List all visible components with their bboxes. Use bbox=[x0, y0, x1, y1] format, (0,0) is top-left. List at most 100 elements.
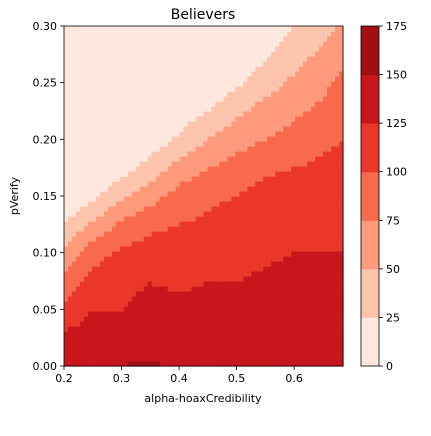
contour-cell bbox=[323, 176, 328, 182]
contour-cell bbox=[168, 276, 173, 282]
contour-cell bbox=[104, 121, 109, 127]
contour-cell bbox=[299, 61, 304, 67]
contour-cell bbox=[251, 321, 256, 327]
contour-cell bbox=[200, 331, 205, 337]
contour-cell bbox=[92, 201, 97, 207]
contour-cell bbox=[247, 201, 252, 207]
contour-cell bbox=[247, 96, 252, 102]
contour-cell bbox=[172, 276, 177, 282]
contour-cell bbox=[335, 66, 340, 72]
contour-cell bbox=[132, 316, 137, 322]
contour-cell bbox=[140, 156, 145, 162]
contour-cell bbox=[331, 176, 336, 182]
contour-cell bbox=[80, 206, 85, 212]
contour-cell bbox=[223, 96, 228, 102]
contour-cell bbox=[140, 136, 145, 142]
contour-cell bbox=[259, 181, 264, 187]
contour-cell bbox=[291, 296, 296, 302]
contour-cell bbox=[160, 106, 165, 112]
contour-cell bbox=[235, 246, 240, 252]
contour-cell bbox=[271, 346, 276, 352]
contour-cell bbox=[100, 176, 105, 182]
contour-cell bbox=[84, 321, 89, 327]
contour-cell bbox=[120, 71, 125, 77]
contour-cell bbox=[132, 36, 137, 42]
contour-cell bbox=[271, 176, 276, 182]
contour-cell bbox=[140, 211, 145, 217]
contour-cell bbox=[323, 66, 328, 72]
contour-cell bbox=[136, 121, 141, 127]
contour-cell bbox=[72, 96, 77, 102]
contour-cell bbox=[291, 71, 296, 77]
contour-cell bbox=[152, 236, 157, 242]
contour-cell bbox=[64, 91, 69, 97]
contour-cell bbox=[259, 101, 264, 107]
contour-cell bbox=[140, 206, 145, 212]
contour-cell bbox=[128, 251, 133, 257]
contour-cell bbox=[311, 296, 316, 302]
contour-cell bbox=[64, 46, 69, 52]
contour-cell bbox=[120, 191, 125, 197]
contour-cell bbox=[259, 296, 264, 302]
contour-cell bbox=[196, 166, 201, 172]
contour-cell bbox=[239, 56, 244, 62]
contour-cell bbox=[311, 36, 316, 42]
contour-cell bbox=[283, 61, 288, 67]
contour-cell bbox=[299, 66, 304, 72]
contour-cell bbox=[295, 256, 300, 262]
contour-cell bbox=[104, 81, 109, 87]
contour-cell bbox=[255, 201, 260, 207]
contour-cell bbox=[299, 221, 304, 227]
contour-cell bbox=[80, 36, 85, 42]
contour-cell bbox=[307, 221, 312, 227]
contour-cell bbox=[184, 186, 189, 192]
contour-cell bbox=[100, 61, 105, 67]
contour-cell bbox=[100, 211, 105, 217]
contour-cell bbox=[295, 76, 300, 82]
contour-cell bbox=[124, 141, 129, 147]
contour-cell bbox=[235, 341, 240, 347]
contour-cell bbox=[291, 241, 296, 247]
contour-cell bbox=[335, 206, 340, 212]
contour-cell bbox=[68, 126, 73, 132]
contour-cell bbox=[207, 196, 212, 202]
contour-cell bbox=[271, 266, 276, 272]
contour-cell bbox=[84, 271, 89, 277]
contour-cell bbox=[267, 86, 272, 92]
contour-cell bbox=[116, 126, 121, 132]
contour-cell bbox=[176, 191, 181, 197]
contour-cell bbox=[239, 186, 244, 192]
contour-cell bbox=[192, 311, 197, 317]
contour-cell bbox=[156, 191, 161, 197]
contour-cell bbox=[168, 316, 173, 322]
contour-cell bbox=[128, 181, 133, 187]
contour-cell bbox=[247, 166, 252, 172]
contour-cell bbox=[184, 286, 189, 292]
contour-cell bbox=[112, 321, 117, 327]
contour-cell bbox=[275, 146, 280, 152]
contour-cell bbox=[184, 116, 189, 122]
contour-cell bbox=[327, 71, 332, 77]
contour-cell bbox=[116, 121, 121, 127]
contour-cell bbox=[275, 151, 280, 157]
contour-cell bbox=[327, 261, 332, 267]
contour-cell bbox=[279, 316, 284, 322]
contour-cell bbox=[259, 161, 264, 167]
contour-cell bbox=[271, 26, 276, 32]
contour-cell bbox=[331, 346, 336, 352]
contour-cell bbox=[291, 216, 296, 222]
contour-cell bbox=[207, 36, 212, 42]
contour-cell bbox=[219, 166, 224, 172]
contour-cell bbox=[259, 66, 264, 72]
contour-cell bbox=[92, 76, 97, 82]
contour-cell bbox=[148, 81, 153, 87]
contour-cell bbox=[196, 36, 201, 42]
contour-cell bbox=[148, 251, 153, 257]
contour-cell bbox=[279, 326, 284, 332]
contour-cell bbox=[132, 71, 137, 77]
contour-cell bbox=[215, 96, 220, 102]
contour-cell bbox=[128, 301, 133, 307]
contour-cell bbox=[247, 31, 252, 37]
contour-cell bbox=[239, 311, 244, 317]
contour-cell bbox=[64, 161, 69, 167]
